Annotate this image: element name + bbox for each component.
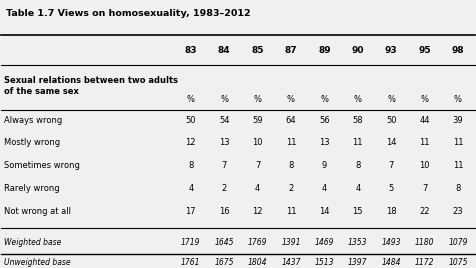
Text: 17: 17: [186, 207, 196, 216]
Text: 39: 39: [453, 116, 463, 125]
Text: 1180: 1180: [415, 238, 434, 247]
Text: 10: 10: [252, 139, 263, 147]
Text: 8: 8: [188, 161, 194, 170]
Text: 95: 95: [418, 46, 431, 55]
Text: 1769: 1769: [248, 238, 268, 247]
Text: 83: 83: [185, 46, 197, 55]
Text: 12: 12: [252, 207, 263, 216]
Text: %: %: [287, 95, 295, 104]
Text: 56: 56: [319, 116, 330, 125]
Text: 4: 4: [188, 184, 193, 193]
Text: 98: 98: [452, 46, 464, 55]
Text: 8: 8: [355, 161, 360, 170]
Text: 1391: 1391: [281, 238, 301, 247]
Text: 64: 64: [286, 116, 296, 125]
Text: 8: 8: [288, 161, 294, 170]
Text: 58: 58: [352, 116, 363, 125]
Text: %: %: [220, 95, 228, 104]
Text: %: %: [254, 95, 262, 104]
Text: 93: 93: [385, 46, 397, 55]
Text: 14: 14: [386, 139, 397, 147]
Text: 1075: 1075: [448, 258, 467, 267]
Text: 90: 90: [351, 46, 364, 55]
Text: 1469: 1469: [315, 238, 334, 247]
Text: Rarely wrong: Rarely wrong: [4, 184, 59, 193]
Text: 1719: 1719: [181, 238, 200, 247]
Text: 1172: 1172: [415, 258, 434, 267]
Text: 22: 22: [419, 207, 430, 216]
Text: 50: 50: [186, 116, 196, 125]
Text: Sexual relations between two adults
of the same sex: Sexual relations between two adults of t…: [4, 76, 178, 96]
Text: %: %: [320, 95, 328, 104]
Text: 1397: 1397: [348, 258, 367, 267]
Text: 12: 12: [186, 139, 196, 147]
Text: 85: 85: [251, 46, 264, 55]
Text: 11: 11: [286, 207, 296, 216]
Text: 1493: 1493: [381, 238, 401, 247]
Text: 4: 4: [255, 184, 260, 193]
Text: 1353: 1353: [348, 238, 367, 247]
Text: 59: 59: [252, 116, 263, 125]
Text: 1804: 1804: [248, 258, 268, 267]
Text: Weighted base: Weighted base: [4, 238, 61, 247]
Text: 87: 87: [285, 46, 298, 55]
Text: 89: 89: [318, 46, 331, 55]
Text: 11: 11: [453, 139, 463, 147]
Text: Not wrong at all: Not wrong at all: [4, 207, 71, 216]
Text: 4: 4: [322, 184, 327, 193]
Text: 7: 7: [221, 161, 227, 170]
Text: 11: 11: [419, 139, 430, 147]
Text: 9: 9: [322, 161, 327, 170]
Text: 11: 11: [353, 139, 363, 147]
Text: 18: 18: [386, 207, 397, 216]
Text: 13: 13: [219, 139, 229, 147]
Text: 1437: 1437: [281, 258, 301, 267]
Text: 15: 15: [353, 207, 363, 216]
Text: 84: 84: [218, 46, 230, 55]
Text: 1484: 1484: [381, 258, 401, 267]
Text: 44: 44: [419, 116, 430, 125]
Text: Always wrong: Always wrong: [4, 116, 62, 125]
Text: Table 1.7 Views on homosexuality, 1983–2012: Table 1.7 Views on homosexuality, 1983–2…: [6, 9, 251, 18]
Text: 16: 16: [219, 207, 229, 216]
Text: %: %: [420, 95, 428, 104]
Text: 4: 4: [355, 184, 360, 193]
Text: %: %: [187, 95, 195, 104]
Text: Unweighted base: Unweighted base: [4, 258, 70, 267]
Text: 10: 10: [419, 161, 430, 170]
Text: 23: 23: [453, 207, 463, 216]
Text: 2: 2: [221, 184, 227, 193]
Text: 7: 7: [388, 161, 394, 170]
Text: 1761: 1761: [181, 258, 200, 267]
Text: 1675: 1675: [215, 258, 234, 267]
Text: 7: 7: [255, 161, 260, 170]
Text: 5: 5: [388, 184, 394, 193]
Text: 1079: 1079: [448, 238, 467, 247]
Text: 2: 2: [288, 184, 294, 193]
Text: 11: 11: [286, 139, 296, 147]
Text: 13: 13: [319, 139, 330, 147]
Text: 7: 7: [422, 184, 427, 193]
Text: Mostly wrong: Mostly wrong: [4, 139, 60, 147]
Text: 50: 50: [386, 116, 397, 125]
Text: 14: 14: [319, 207, 329, 216]
Text: 8: 8: [455, 184, 461, 193]
Text: 54: 54: [219, 116, 229, 125]
Text: %: %: [354, 95, 362, 104]
Text: %: %: [454, 95, 462, 104]
Text: %: %: [387, 95, 395, 104]
Text: 11: 11: [453, 161, 463, 170]
Text: Sometimes wrong: Sometimes wrong: [4, 161, 79, 170]
Text: 1513: 1513: [315, 258, 334, 267]
Text: 1645: 1645: [215, 238, 234, 247]
